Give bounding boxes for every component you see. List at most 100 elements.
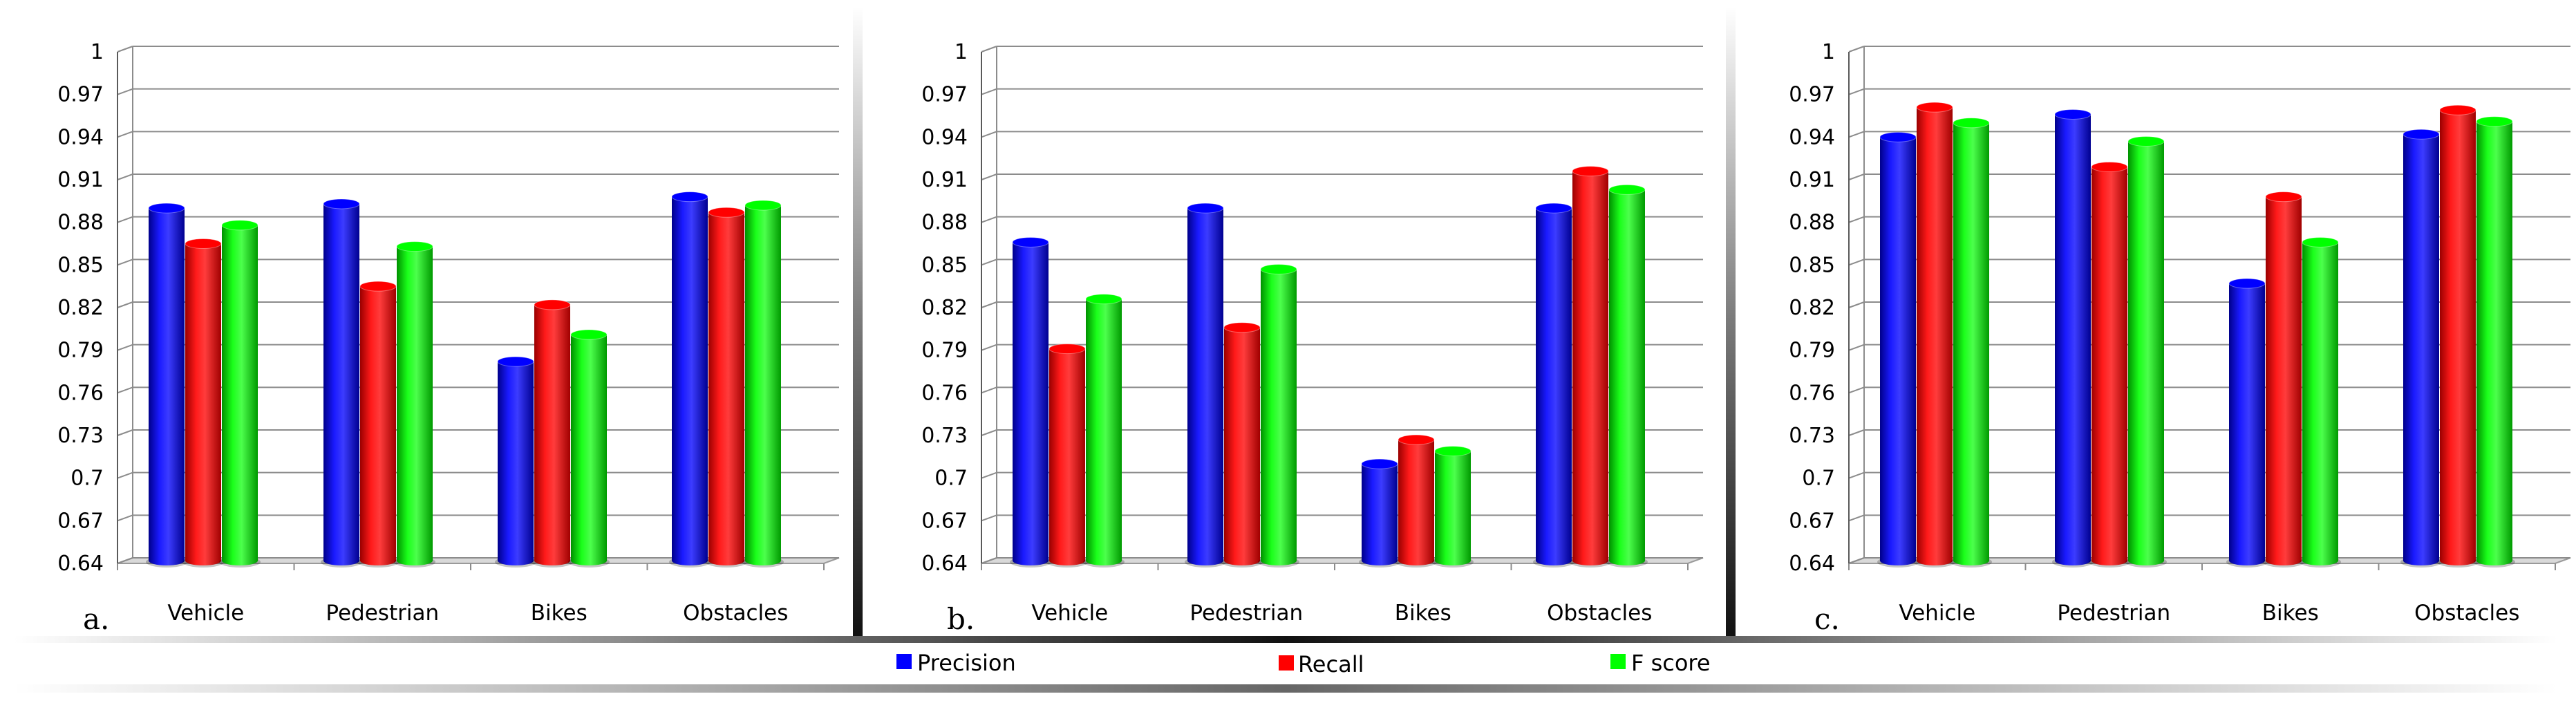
gridline-depth	[981, 557, 997, 564]
bar-top-bikes-recall	[1398, 434, 1435, 445]
gridline-depth	[981, 344, 997, 351]
x-category-label: Obstacles	[1547, 601, 1652, 626]
gridline-depth	[117, 429, 133, 436]
bar-bikes-recall	[534, 304, 570, 565]
gridline-depth	[1848, 557, 1865, 564]
y-tick-label: 0.64	[57, 552, 104, 576]
gridline-depth	[117, 131, 133, 138]
bar-top-obstacles-recall	[708, 207, 745, 218]
legend: Precision Recall F score	[896, 650, 1711, 677]
bar-top-bikes-fscore	[1434, 446, 1472, 457]
y-tick-label: 1	[955, 40, 968, 64]
bar-bikes-fscore	[1435, 451, 1471, 565]
y-tick-label: 0.79	[57, 339, 104, 363]
y-tick-label: 0.73	[57, 424, 104, 448]
bar-top-obstacles-precision	[1535, 203, 1572, 214]
gridline-depth	[1848, 259, 1865, 266]
y-tick-label: 0.91	[921, 168, 968, 192]
y-tick-label: 0.7	[70, 467, 104, 491]
y-tick-label: 0.73	[1789, 424, 1835, 448]
bar-top-bikes-precision	[1361, 458, 1398, 469]
x-category-label: Pedestrian	[1190, 601, 1303, 626]
y-tick-label: 0.67	[921, 509, 968, 533]
bar-top-obstacles-precision	[671, 191, 708, 203]
gridline-depth	[1848, 131, 1865, 138]
legend-label-recall: Recall	[1298, 651, 1364, 677]
bar-top-bikes-fscore	[2302, 236, 2339, 247]
gridline-depth	[981, 259, 997, 266]
gridline-depth	[1848, 429, 1865, 436]
bar-top-bikes-recall	[534, 299, 571, 310]
bar-top-obstacles-fscore	[1608, 184, 1646, 195]
chart-panel-a: 0.64 0.67 0.7 0.73 0.76 0.79 0.82 0.85 0.88 0.91 0…	[57, 40, 840, 636]
bar-pedestrian-fscore	[2128, 141, 2164, 565]
bar-bikes-recall	[1398, 440, 1434, 565]
x-category-label: Bikes	[2262, 601, 2319, 626]
gridline-depth	[981, 429, 997, 436]
y-tick-label: 0.7	[934, 467, 968, 491]
x-category-label: Obstacles	[683, 601, 788, 626]
gridline-depth	[1848, 88, 1865, 95]
bar-pedestrian-fscore	[397, 246, 433, 565]
x-category-label: Bikes	[531, 601, 587, 626]
bar-obstacles-recall	[1572, 171, 1608, 565]
bar-top-vehicle-recall	[1049, 344, 1086, 355]
bar-pedestrian-precision	[2055, 114, 2091, 565]
bar-top-pedestrian-precision	[1187, 203, 1224, 214]
y-tick-label: 0.94	[57, 125, 104, 149]
y-tick-label: 0.67	[1789, 509, 1835, 533]
gridline-depth	[117, 344, 133, 351]
y-tick-label: 0.73	[921, 424, 968, 448]
gridline-depth	[1848, 301, 1865, 308]
bar-top-pedestrian-precision	[323, 198, 360, 209]
bar-top-vehicle-fscore	[1953, 118, 1990, 129]
y-tick-label: 0.91	[57, 168, 104, 192]
x-category-label: Vehicle	[1031, 601, 1108, 626]
y-tick-label: 0.97	[1789, 83, 1835, 107]
gridline-depth	[1848, 216, 1865, 223]
legend-label-precision: Precision	[917, 650, 1016, 676]
bar-pedestrian-recall	[1224, 327, 1260, 565]
y-tick-label: 0.94	[1789, 125, 1835, 149]
y-tick-label: 0.7	[1802, 467, 1835, 491]
gridline-depth	[981, 216, 997, 223]
bar-top-vehicle-precision	[1012, 236, 1049, 247]
gridline-depth	[117, 88, 133, 95]
bar-bikes-fscore	[2302, 242, 2338, 565]
gridline-depth	[981, 131, 997, 138]
gridline-depth	[1848, 471, 1865, 479]
panel-label: c.	[1814, 602, 1840, 636]
bar-top-obstacles-recall	[1572, 166, 1609, 177]
bar-top-pedestrian-precision	[2054, 109, 2091, 120]
bar-top-vehicle-precision	[148, 203, 185, 214]
x-category-label: Vehicle	[1899, 601, 1975, 626]
legend-swatch-fscore	[1610, 654, 1626, 669]
separator-left	[853, 7, 863, 636]
y-tick-label: 0.85	[1789, 253, 1835, 277]
y-tick-label: 0.94	[921, 125, 968, 149]
y-tick-label: 0.64	[921, 552, 968, 576]
bar-top-pedestrian-fscore	[1260, 264, 1297, 274]
chart-panel-c: 0.64 0.67 0.7 0.73 0.76 0.79 0.82 0.85 0.88 0.91 0…	[1789, 40, 2571, 636]
y-tick-label: 0.79	[1789, 339, 1835, 363]
gridline-depth	[981, 386, 997, 394]
panel-label: a.	[83, 602, 109, 636]
y-tick-label: 0.76	[57, 381, 104, 405]
y-tick-label: 0.91	[1789, 168, 1835, 192]
bar-pedestrian-fscore	[1261, 269, 1297, 565]
x-category-label: Pedestrian	[2057, 601, 2170, 626]
bar-vehicle-precision	[1013, 242, 1049, 565]
gridline-depth	[117, 386, 133, 394]
bar-top-pedestrian-recall	[2091, 162, 2128, 172]
bar-top-bikes-recall	[2265, 191, 2302, 203]
y-tick-label: 0.88	[1789, 211, 1835, 235]
bar-pedestrian-precision	[1187, 208, 1223, 566]
gridline-depth	[981, 46, 997, 53]
bar-top-bikes-precision	[2228, 278, 2266, 289]
bar-top-vehicle-fscore	[1085, 294, 1122, 305]
bar-top-obstacles-fscore	[2476, 116, 2513, 127]
bar-top-vehicle-precision	[1879, 131, 1917, 142]
x-category-label: Bikes	[1395, 601, 1451, 626]
y-tick-label: 0.76	[1789, 381, 1835, 405]
y-tick-label: 0.97	[921, 83, 968, 107]
